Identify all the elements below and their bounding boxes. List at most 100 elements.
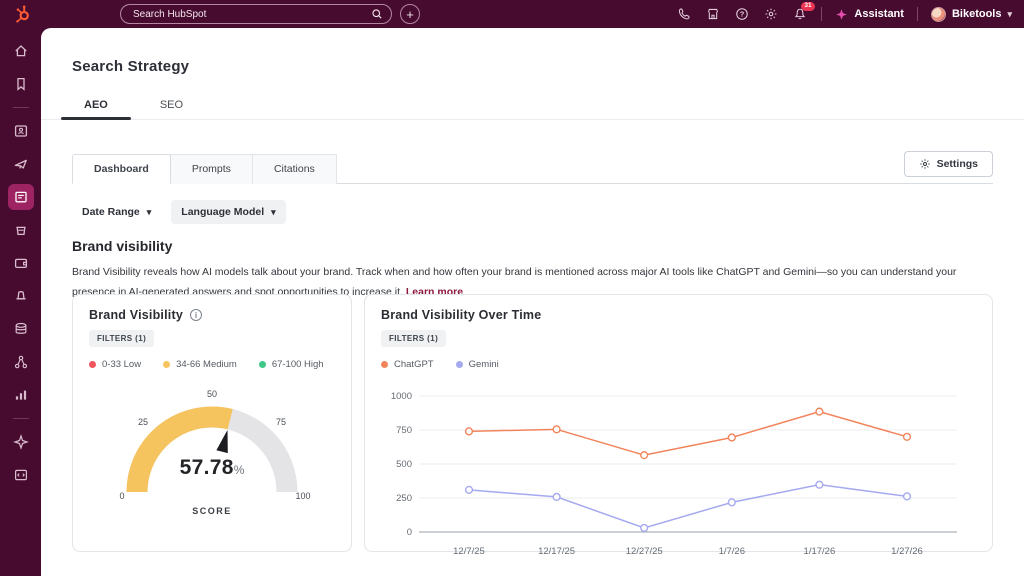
sidebar-item-workflows[interactable]	[8, 349, 34, 375]
gear-icon	[765, 8, 777, 20]
code-icon	[14, 469, 27, 481]
create-button[interactable]: +	[400, 4, 420, 24]
svg-text:12/17/25: 12/17/25	[538, 546, 575, 557]
page-title: Search Strategy	[72, 58, 190, 75]
gauge-chart: 0 25 50 75 100	[119, 389, 310, 501]
sidebar-item-bookmarks[interactable]	[8, 71, 34, 97]
basket-icon	[15, 226, 26, 236]
legend-dot-gemini	[455, 361, 463, 368]
svg-text:50: 50	[207, 389, 217, 399]
svg-text:25: 25	[138, 417, 148, 427]
legend-dot-medium	[163, 361, 171, 368]
legend-item-high: 67-100 High	[258, 359, 324, 370]
tab-prompts[interactable]: Prompts	[169, 154, 253, 184]
sidebar-item-commerce[interactable]	[8, 217, 34, 243]
line-legend: ChatGPT Gemini	[381, 359, 976, 370]
filters-chip[interactable]: FILTERS (1)	[381, 330, 447, 347]
tab-seo[interactable]: SEO	[159, 99, 184, 111]
tab-citations[interactable]: Citations	[251, 154, 337, 184]
account-label: Biketools	[951, 8, 1002, 20]
sidebar-item-automations[interactable]	[8, 283, 34, 309]
home-icon	[14, 45, 27, 57]
sidebar-item-developer[interactable]	[8, 462, 34, 488]
legend-item-medium: 34-66 Medium	[163, 359, 237, 370]
svg-text:1/27/26: 1/27/26	[891, 546, 923, 557]
assistant-button[interactable]: Assistant	[835, 8, 904, 21]
date-range-dropdown[interactable]: Date Range ▾	[72, 200, 161, 224]
info-icon[interactable]: i	[189, 309, 202, 321]
svg-text:500: 500	[396, 459, 412, 470]
megaphone-icon	[14, 159, 27, 169]
sidebar-item-marketing[interactable]	[8, 151, 34, 177]
sidebar-item-data[interactable]	[8, 316, 34, 342]
line-chart-svg: 0 250 500 750 1000 12/7/25 12/17/25 12/27/25 1/7…	[391, 391, 957, 557]
brand-visibility-card: Brand Visibility i FILTERS (1) 0-33 Low …	[72, 294, 352, 552]
main-content: Search Strategy AEO SEO Dashboard Prompt…	[41, 28, 1024, 576]
bookmark-icon	[16, 77, 25, 91]
org-icon	[14, 355, 27, 369]
svg-text:750: 750	[396, 425, 412, 436]
alert-icon	[15, 291, 26, 300]
notifications-button[interactable]: 31	[792, 2, 815, 22]
svg-text:1/7/26: 1/7/26	[719, 546, 745, 557]
sidebar-divider	[12, 107, 29, 108]
phone-icon	[679, 8, 691, 20]
svg-text:12/7/25: 12/7/25	[453, 546, 485, 557]
gauge-value: 57.78%	[102, 456, 322, 480]
calling-button[interactable]	[676, 6, 692, 22]
avatar	[930, 6, 946, 22]
svg-text:75: 75	[276, 417, 286, 427]
settings-label: Settings	[936, 158, 978, 170]
settings-nav-button[interactable]	[763, 6, 779, 22]
language-model-dropdown[interactable]: Language Model ▾	[171, 200, 286, 224]
sidebar-item-contacts[interactable]	[8, 118, 34, 144]
sidebar-item-home[interactable]	[8, 38, 34, 64]
legend-item-chatgpt[interactable]: ChatGPT	[381, 359, 434, 370]
gear-icon	[919, 159, 930, 169]
filters-chip[interactable]: FILTERS (1)	[89, 330, 155, 347]
help-button[interactable]: ?	[734, 6, 750, 22]
score-gauge: 0 25 50 75 100 57.78%	[102, 384, 322, 504]
line-chart: 0 250 500 750 1000 12/7/25 12/17/25 12/27/25 1/7…	[381, 384, 976, 569]
sidebar-item-reports[interactable]	[8, 382, 34, 408]
score-unit: %	[233, 463, 245, 477]
settings-button[interactable]: Settings	[903, 151, 993, 177]
svg-text:1000: 1000	[391, 391, 412, 402]
svg-text:0: 0	[119, 491, 124, 501]
date-range-label: Date Range	[82, 206, 140, 218]
sparkle-icon	[836, 8, 848, 20]
gauge-caption: SCORE	[192, 506, 232, 516]
help-icon: ?	[736, 8, 749, 20]
tab-aeo[interactable]: AEO	[61, 93, 131, 120]
legend-item-low: 0-33 Low	[89, 359, 141, 370]
filters-row: Date Range ▾ Language Model ▾	[72, 200, 1024, 224]
hubspot-logo[interactable]	[12, 3, 34, 25]
svg-text:?: ?	[740, 10, 745, 19]
sidebar-divider	[12, 418, 29, 419]
topbar-divider	[821, 7, 823, 21]
marketplace-button[interactable]	[705, 6, 721, 22]
svg-text:0: 0	[407, 527, 412, 538]
svg-text:12/27/25: 12/27/25	[626, 546, 663, 557]
brand-visibility-over-time-card: Brand Visibility Over Time FILTERS (1) C…	[364, 294, 993, 557]
language-model-label: Language Model	[181, 206, 265, 218]
account-menu[interactable]: Biketools ▾	[930, 6, 1012, 22]
legend-item-gemini[interactable]: Gemini	[455, 359, 499, 370]
score-value: 57.78	[179, 456, 234, 479]
line-card-title: Brand Visibility Over Time	[381, 308, 542, 322]
topbar-divider	[916, 7, 918, 21]
wallet-icon	[14, 258, 27, 269]
notification-badge: 31	[801, 2, 815, 11]
gauge-card-title: Brand Visibility	[89, 308, 183, 322]
hubspot-logo-icon	[16, 5, 29, 23]
sidebar-item-content[interactable]	[7, 184, 34, 210]
tab-dashboard[interactable]: Dashboard	[72, 154, 171, 184]
sidebar-item-ai[interactable]	[8, 429, 34, 455]
chevron-down-icon: ▾	[1007, 8, 1012, 19]
gauge-legend: 0-33 Low 34-66 Medium 67-100 High	[89, 359, 335, 370]
global-search-input[interactable]: Search HubSpot	[120, 4, 392, 24]
sidebar-item-payments[interactable]	[8, 250, 34, 276]
svg-text:1/17/26: 1/17/26	[804, 546, 836, 557]
search-icon	[372, 9, 382, 19]
section-heading: Brand visibility	[72, 238, 173, 254]
